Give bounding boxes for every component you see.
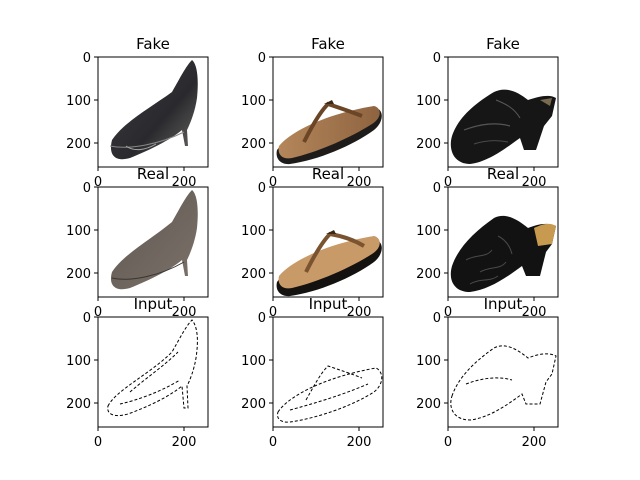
x-tick-label: 200: [347, 305, 372, 320]
y-tick-label: 100: [241, 224, 266, 239]
tan-leather-flip-flop-image: [276, 230, 382, 297]
pump-edge-sketch-image: [107, 319, 198, 417]
y-tick-label: 200: [416, 137, 441, 152]
x-tick-label: 0: [94, 435, 102, 450]
y-tick-label: 0: [83, 51, 91, 66]
x-tick-label: 0: [444, 305, 452, 320]
panel-fake-clog: Fake 0 100 200 0 200: [416, 35, 559, 190]
black-high-heel-pump-image: [109, 60, 198, 160]
black-embossed-clog-image: [450, 215, 556, 292]
y-tick-label: 100: [416, 224, 441, 239]
panel-real-pump: Real 0 100 200 0 200: [66, 165, 209, 320]
brown-flip-flop-sandal-image: [276, 100, 382, 165]
panel-title: Real: [137, 165, 169, 183]
panel-title: Real: [487, 165, 519, 183]
image-frame: [272, 316, 384, 428]
sandal-edge-sketch-image: [277, 365, 383, 423]
y-tick-label: 100: [66, 354, 91, 369]
x-tick-label: 0: [94, 175, 102, 190]
y-tick-label: 0: [433, 51, 441, 66]
x-tick-label: 0: [94, 305, 102, 320]
panel-title: Fake: [486, 35, 520, 53]
taupe-suede-pump-image: [110, 190, 198, 290]
y-tick-label: 100: [416, 354, 441, 369]
x-tick-label: 200: [522, 305, 547, 320]
y-tick-label: 200: [416, 397, 441, 412]
panel-fake-sandal: Fake 0 100 200 0 200: [241, 35, 384, 190]
black-leather-clog-image: [450, 89, 556, 164]
y-tick-label: 100: [241, 94, 266, 109]
y-tick-label: 200: [241, 397, 266, 412]
x-tick-label: 0: [444, 175, 452, 190]
panel-title: Input: [309, 295, 348, 313]
image-frame: [97, 316, 209, 428]
panel-input-pump: Input 0 100 200 0 200: [66, 295, 209, 450]
y-tick-label: 100: [241, 354, 266, 369]
x-tick-label: 200: [172, 175, 197, 190]
y-tick-label: 100: [66, 94, 91, 109]
panel-fake-pump: Fake 0 100 200 0 200: [66, 35, 209, 190]
x-tick-label: 200: [347, 435, 372, 450]
y-tick-label: 0: [433, 311, 441, 326]
x-tick-label: 200: [172, 435, 197, 450]
panel-title: Fake: [136, 35, 170, 53]
y-tick-label: 0: [258, 51, 266, 66]
y-tick-label: 100: [66, 224, 91, 239]
panel-real-sandal: Real 0 100 200 0 200: [241, 165, 384, 320]
clog-edge-sketch-image: [450, 345, 557, 421]
y-tick-label: 0: [433, 181, 441, 196]
panel-title: Input: [134, 295, 173, 313]
x-tick-label: 0: [269, 305, 277, 320]
y-tick-label: 200: [416, 267, 441, 282]
y-tick-label: 0: [83, 181, 91, 196]
x-tick-label: 0: [444, 435, 452, 450]
image-frame: [447, 316, 559, 428]
y-tick-label: 200: [66, 267, 91, 282]
y-tick-label: 0: [258, 311, 266, 326]
y-tick-label: 200: [241, 267, 266, 282]
y-tick-label: 200: [66, 137, 91, 152]
x-tick-label: 0: [269, 435, 277, 450]
panel-input-sandal: Input 0 100 200 0 200: [241, 295, 384, 450]
panel-title: Real: [312, 165, 344, 183]
y-tick-label: 100: [416, 94, 441, 109]
y-tick-label: 0: [83, 311, 91, 326]
panel-input-clog: Input 0 100 200 0 200: [416, 295, 559, 450]
y-tick-label: 0: [258, 181, 266, 196]
y-tick-label: 200: [66, 397, 91, 412]
panel-title: Fake: [311, 35, 345, 53]
x-tick-label: 200: [172, 305, 197, 320]
x-tick-label: 200: [522, 435, 547, 450]
panel-title: Input: [484, 295, 523, 313]
x-tick-label: 200: [522, 175, 547, 190]
x-tick-label: 200: [347, 175, 372, 190]
panel-real-clog: Real 0 100 200 0 200: [416, 165, 559, 320]
y-tick-label: 200: [241, 137, 266, 152]
x-tick-label: 0: [269, 175, 277, 190]
